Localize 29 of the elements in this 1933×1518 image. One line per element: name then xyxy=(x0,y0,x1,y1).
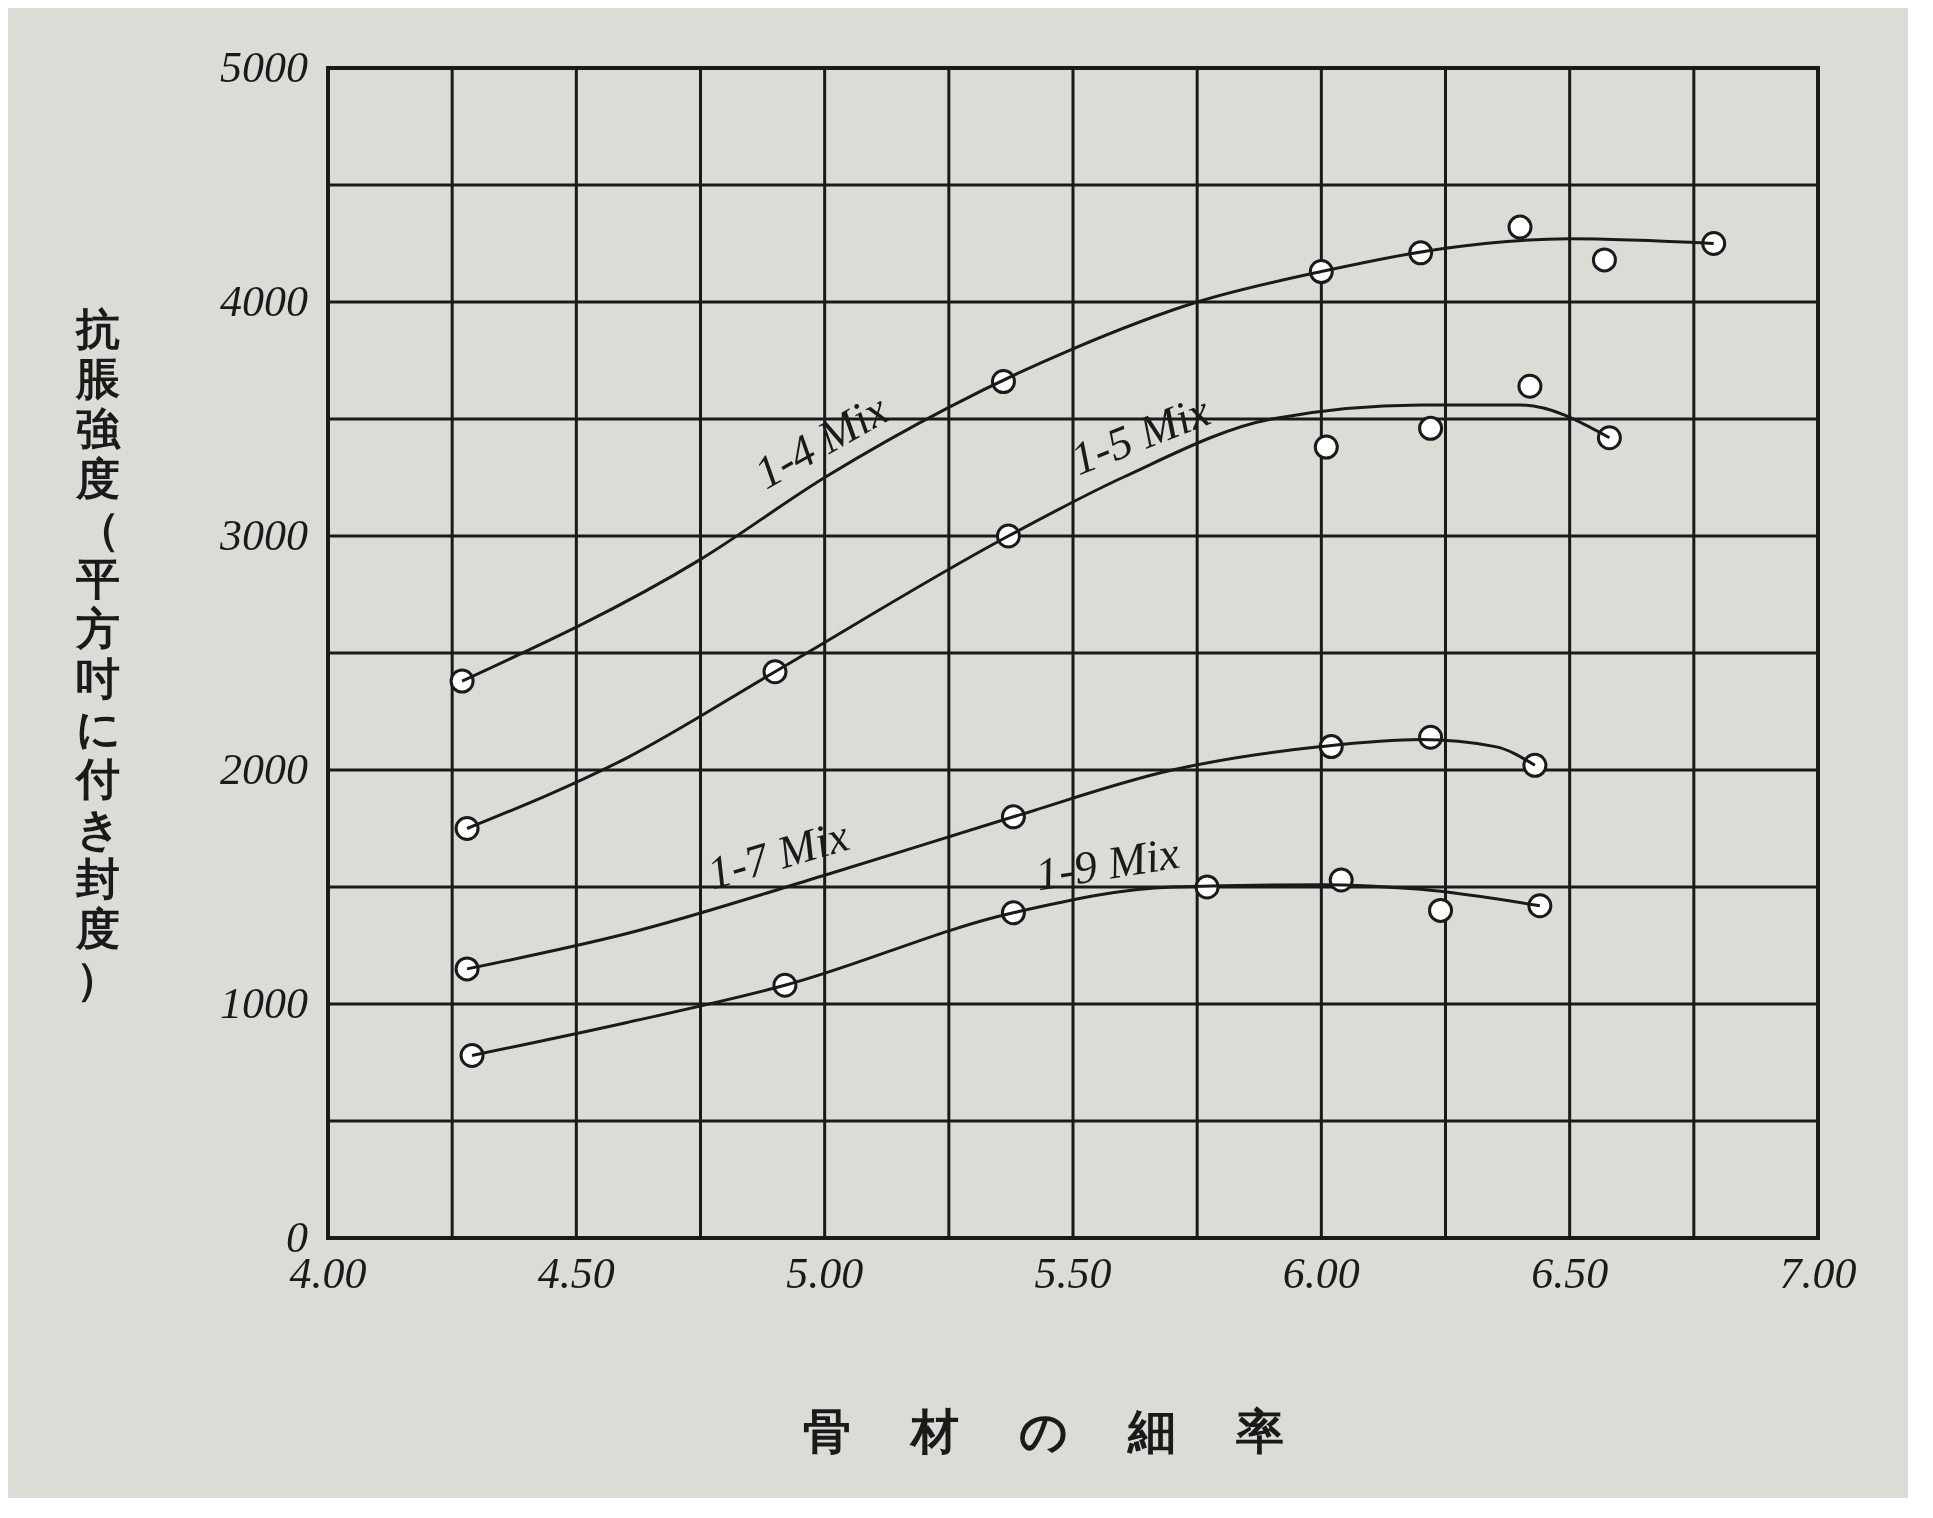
x-tick-label: 5.50 xyxy=(1034,1249,1112,1298)
point xyxy=(454,816,480,841)
text: 1-9 Mix xyxy=(1032,826,1184,901)
y-tick-label: 1000 xyxy=(220,979,308,1028)
y-tick-label: 3000 xyxy=(219,511,308,560)
point xyxy=(454,956,480,982)
text: 抗脹強度（平方吋に付き封度） xyxy=(75,303,121,1004)
point xyxy=(1507,214,1533,240)
point xyxy=(1517,373,1543,399)
point xyxy=(1428,897,1454,923)
point xyxy=(449,668,475,694)
point xyxy=(1313,434,1339,460)
point xyxy=(1527,893,1553,919)
point xyxy=(1591,247,1617,273)
x-tick-label: 7.00 xyxy=(1779,1249,1857,1298)
x-tick-label: 6.00 xyxy=(1282,1249,1360,1298)
point xyxy=(1701,231,1727,256)
x-tick-label: 4.50 xyxy=(537,1249,615,1298)
text: 1-7 Mix xyxy=(701,809,855,899)
point xyxy=(1522,752,1548,778)
point xyxy=(1596,425,1622,451)
y-tick-label: 2000 xyxy=(220,745,308,794)
point xyxy=(1418,415,1444,441)
point xyxy=(459,1042,485,1068)
y-tick-label: 5000 xyxy=(220,43,308,92)
x-tick-label: 6.50 xyxy=(1531,1249,1609,1298)
x-axis-title: 骨材の細率 xyxy=(802,1403,1344,1459)
x-tick-label: 5.00 xyxy=(786,1249,864,1298)
y-tick-label: 4000 xyxy=(220,277,308,326)
